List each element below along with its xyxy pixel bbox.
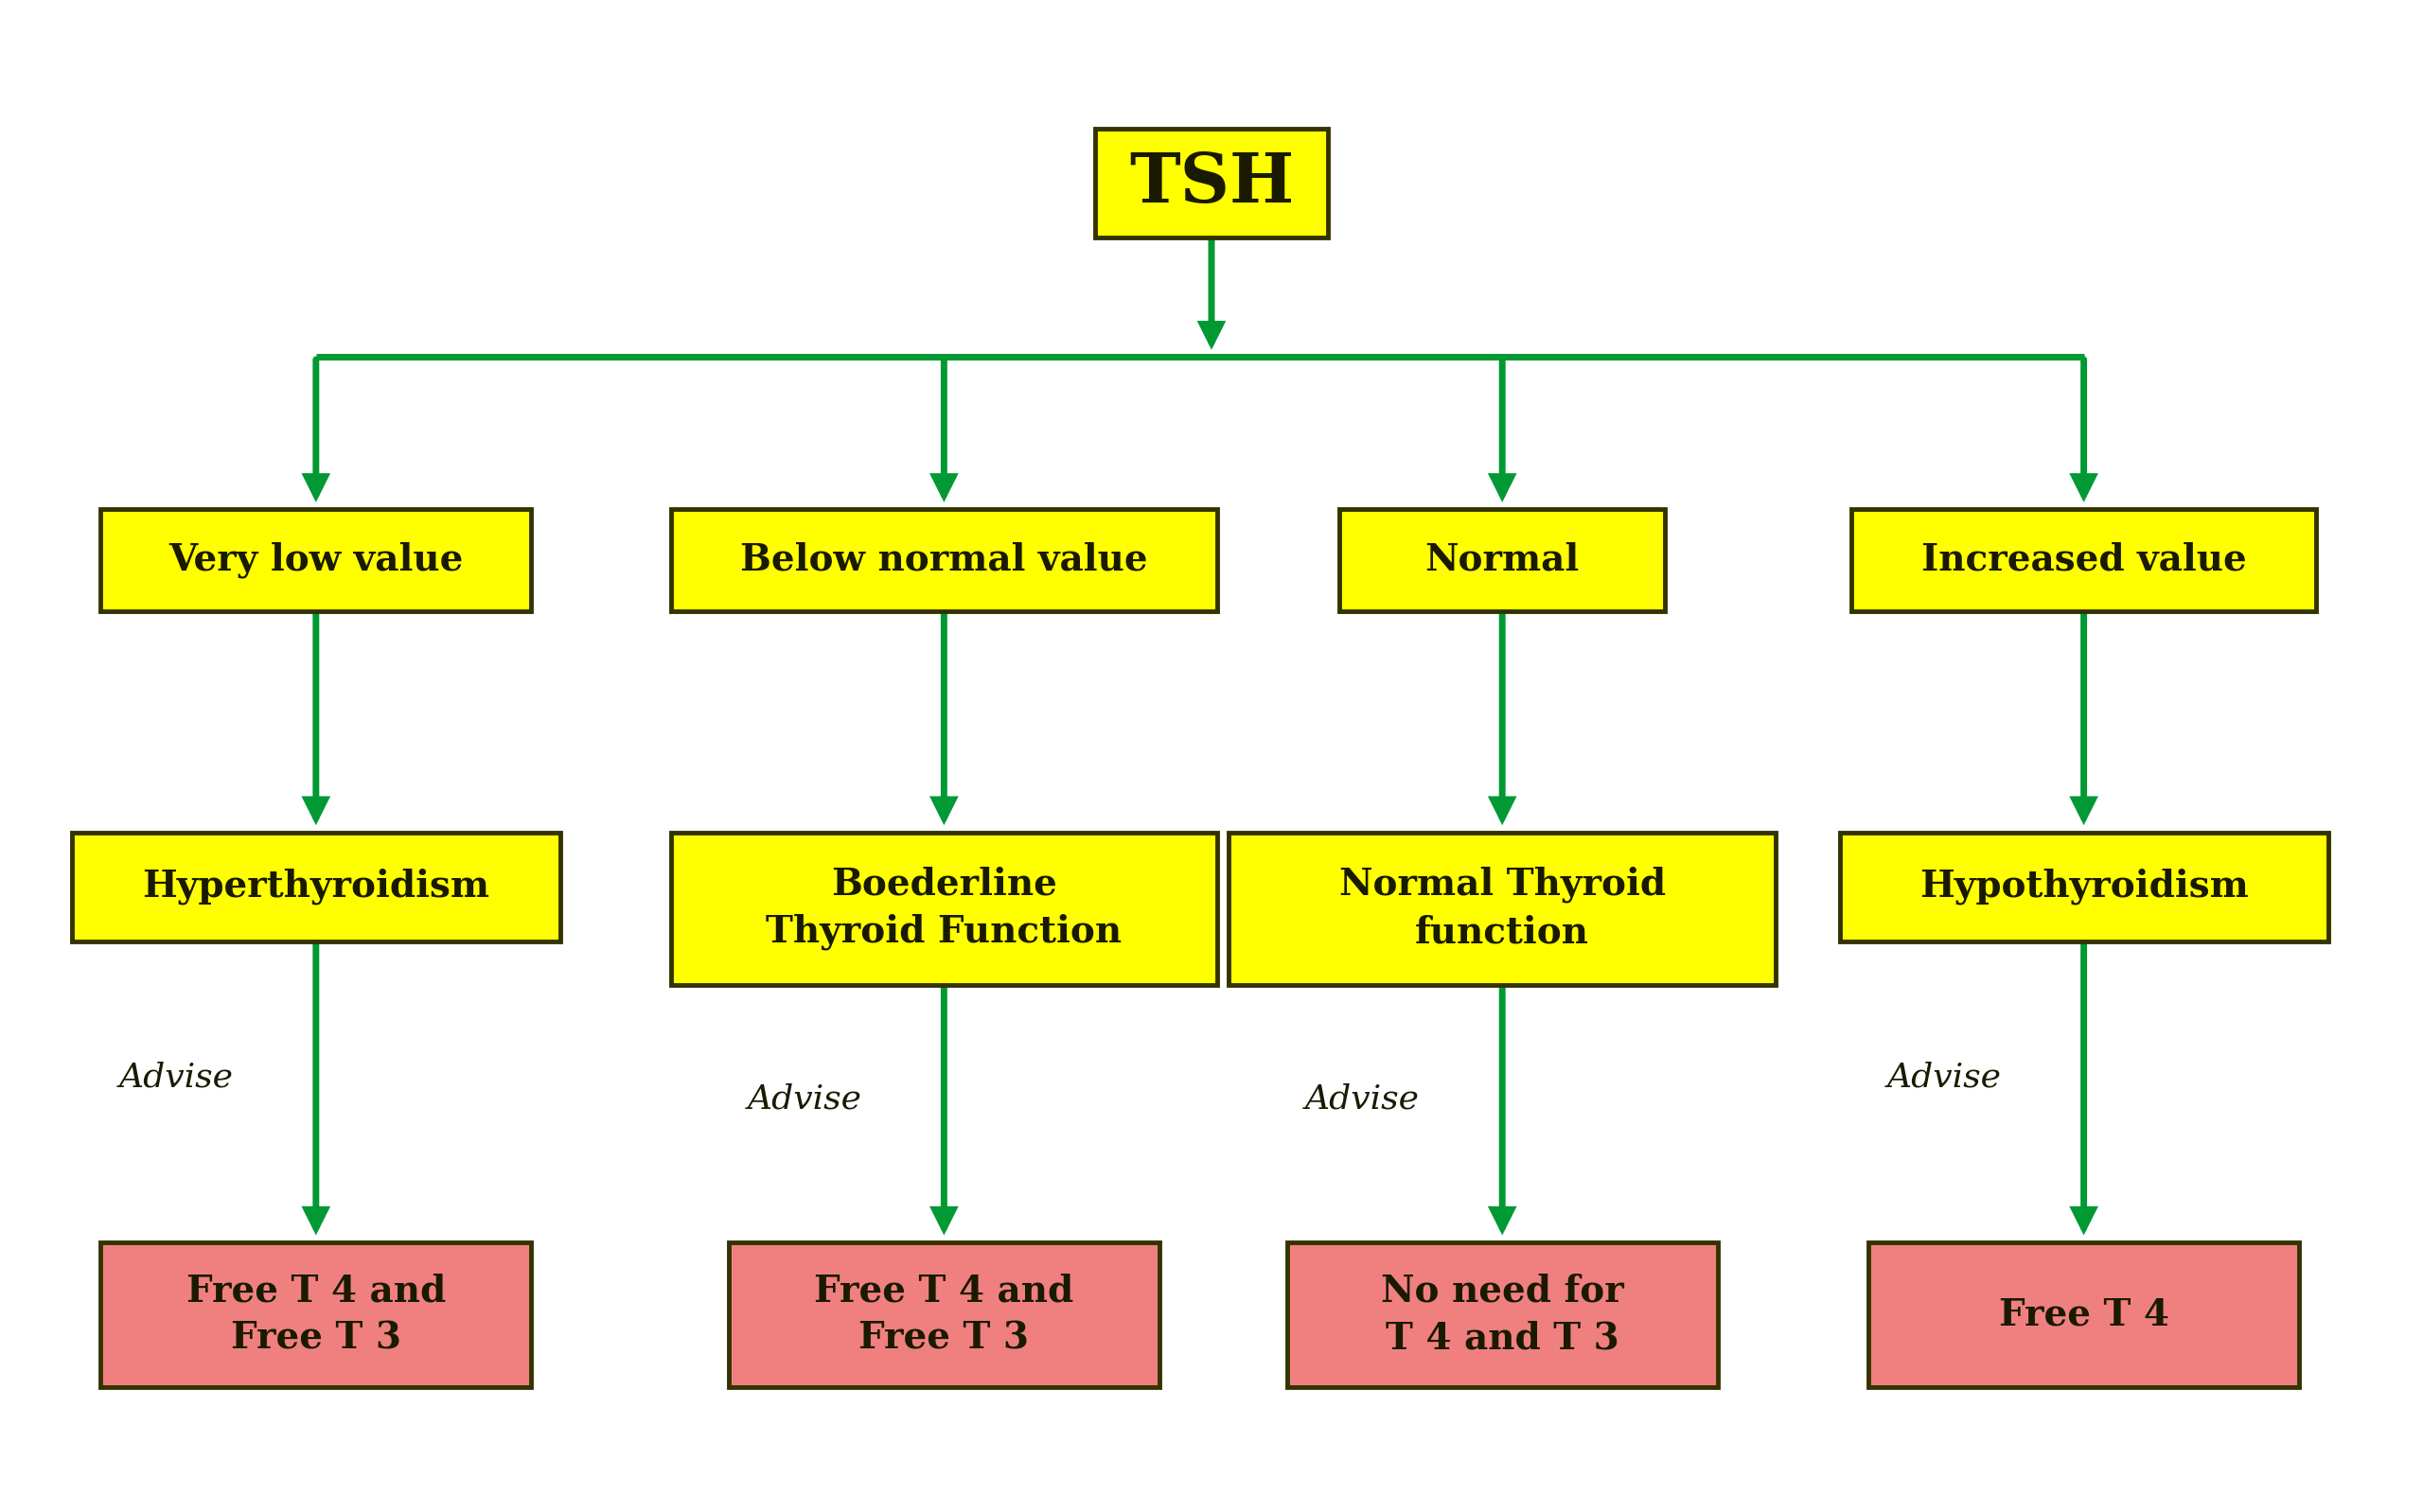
Text: Free T 4 and
Free T 3: Free T 4 and Free T 3 [187,1273,446,1356]
Text: Hypothyroidism: Hypothyroidism [1919,868,2249,904]
FancyBboxPatch shape [1868,1243,2299,1388]
FancyBboxPatch shape [1839,832,2329,940]
FancyBboxPatch shape [1851,510,2316,611]
Text: Very low value: Very low value [170,541,463,578]
FancyBboxPatch shape [1228,832,1776,984]
FancyBboxPatch shape [102,1243,531,1388]
Text: No need for
T 4 and T 3: No need for T 4 and T 3 [1381,1273,1623,1356]
Text: Advise: Advise [1888,1061,2001,1093]
Text: Free T 4: Free T 4 [1999,1297,2169,1332]
Text: Free T 4 and
Free T 3: Free T 4 and Free T 3 [814,1273,1073,1356]
Text: TSH: TSH [1129,150,1294,216]
FancyBboxPatch shape [671,510,1216,611]
Text: Boederline
Thyroid Function: Boederline Thyroid Function [766,866,1122,950]
Text: Below normal value: Below normal value [739,543,1149,578]
FancyBboxPatch shape [73,832,560,940]
Text: Increased value: Increased value [1921,543,2246,578]
FancyBboxPatch shape [102,510,531,611]
FancyBboxPatch shape [1340,510,1665,611]
Text: Advise: Advise [1306,1083,1420,1114]
Text: Advise: Advise [746,1083,863,1114]
Text: Hyperthyroidism: Hyperthyroidism [143,868,489,904]
Text: Normal Thyroid
function: Normal Thyroid function [1340,866,1665,950]
FancyBboxPatch shape [1095,129,1328,237]
FancyBboxPatch shape [1287,1243,1718,1388]
Text: Advise: Advise [119,1061,233,1093]
FancyBboxPatch shape [671,832,1216,984]
FancyBboxPatch shape [729,1243,1158,1388]
Text: Normal: Normal [1425,543,1580,578]
